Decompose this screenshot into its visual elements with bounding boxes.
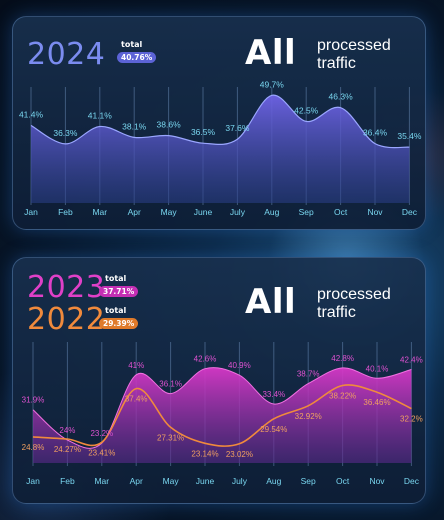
line-2022 <box>32 384 412 447</box>
all-heading: All <box>245 33 297 73</box>
x-tick-label: Oct <box>336 476 350 486</box>
x-tick-label: June <box>196 476 215 486</box>
data-label-2023: 38.7% <box>297 370 320 379</box>
data-label-2023: 42.8% <box>331 354 354 363</box>
data-label-2022: 32.2% <box>400 415 423 424</box>
x-tick-label: Mar <box>94 476 109 486</box>
x-tick-label: May <box>163 476 180 486</box>
data-label: 37.6% <box>225 123 250 133</box>
total-badge-2022: 29.39% <box>99 318 139 329</box>
x-tick-label: Sep <box>301 476 316 486</box>
year-2024-heading: 2024 <box>27 37 106 72</box>
x-tick-label: Feb <box>58 207 73 217</box>
x-tick-label: Nov <box>369 476 385 486</box>
year-2023-heading: 2023 <box>27 270 106 305</box>
x-tick-label: Jan <box>24 207 38 217</box>
x-tick-label: May <box>161 207 178 217</box>
data-label-2022: 24.27% <box>54 445 81 454</box>
data-label-2022: 32.92% <box>295 412 322 421</box>
data-label-2022: 37.4% <box>125 395 148 404</box>
data-label: 41.1% <box>88 111 113 121</box>
data-label-2022: 23.14% <box>191 449 218 458</box>
x-tick-label: July <box>230 207 246 217</box>
x-tick-label: Sep <box>299 207 314 217</box>
x-tick-label: Mar <box>92 207 107 217</box>
area-2023 <box>33 367 412 463</box>
chart-panel-2024: 2024 total 40.76% All processed traffic … <box>12 16 426 230</box>
x-tick-label: Aug <box>266 476 281 486</box>
area-chart-2024: 41.4% 36.3% 41.1% 38.1% 38.6% 36.5% 37.6% 49.7%… <box>19 79 422 217</box>
data-label: 49.7% <box>260 79 285 89</box>
processed-label-bottom: processed <box>317 286 391 303</box>
x-tick-label: Oct <box>334 207 348 217</box>
data-label-2022: 23.02% <box>226 450 253 459</box>
data-label: 42.5% <box>294 105 319 115</box>
data-label-2023: 40.9% <box>228 361 251 370</box>
x-tick-label: Dec <box>404 476 420 486</box>
x-tick-label: June <box>194 207 213 217</box>
x-tick-label: Apr <box>128 207 141 217</box>
data-label-2023: 31.9% <box>22 396 45 405</box>
data-label-2023: 40.1% <box>366 364 389 373</box>
total-label: total <box>121 40 143 49</box>
x-tick-label: Dec <box>402 207 418 217</box>
x-tick-label: Apr <box>130 476 143 486</box>
data-label-2023: 23.2% <box>90 429 113 438</box>
data-label: 46.3% <box>329 92 354 102</box>
x-tick-label: Jan <box>26 476 40 486</box>
data-label-2023: 41% <box>128 361 144 370</box>
data-label: 38.1% <box>122 121 147 131</box>
traffic-label-bottom: traffic <box>317 304 356 321</box>
year-2022-heading: 2022 <box>27 302 106 337</box>
data-label: 36.4% <box>363 128 388 138</box>
data-label: 35.4% <box>397 131 422 141</box>
data-label-2022: 23.41% <box>88 448 115 457</box>
data-label-2022: 38.22% <box>329 391 356 400</box>
line-2023 <box>32 367 412 449</box>
data-label-2023: 36.1% <box>159 380 182 389</box>
x-tick-label: Aug <box>264 207 279 217</box>
line-2024 <box>30 94 410 149</box>
processed-label: processed <box>317 37 391 54</box>
data-label: 41.4% <box>19 109 44 119</box>
data-label-2022: 29.54% <box>260 425 287 434</box>
data-label: 38.6% <box>157 120 182 130</box>
chart-panel-2023-2022: 2023 total 37.71% 2022 total 29.39% All … <box>12 257 426 504</box>
data-label: 36.5% <box>191 127 216 137</box>
total-label-2023: total <box>105 274 127 283</box>
data-label-2022: 24.8% <box>22 443 45 452</box>
all-heading-bottom: All <box>245 282 297 322</box>
total-label-2022: total <box>105 306 127 315</box>
data-label: 36.3% <box>53 128 78 138</box>
data-label-2023: 24% <box>59 426 75 435</box>
area-2024 <box>31 95 410 203</box>
traffic-label: traffic <box>317 55 356 72</box>
total-badge-2024: 40.76% <box>117 52 157 63</box>
data-label-2022: 36.46% <box>363 398 390 407</box>
data-label-2023: 42.6% <box>194 355 217 364</box>
total-badge-2023: 37.71% <box>99 286 139 297</box>
data-label-2023: 42.4% <box>400 355 423 364</box>
area-chart-2023-2022: 31.9% 24% 23.2% 41% 36.1% 42.6% 40.9% 33.4% 38.7… <box>22 342 423 486</box>
x-tick-label: July <box>232 476 248 486</box>
data-label-2023: 33.4% <box>262 390 285 399</box>
x-tick-label: Feb <box>60 476 75 486</box>
data-label-2022: 27.31% <box>157 433 184 442</box>
x-tick-label: Nov <box>367 207 383 217</box>
